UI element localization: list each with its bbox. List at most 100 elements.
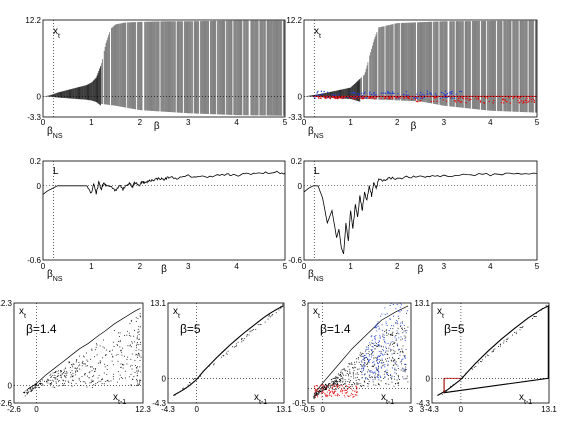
- series-red-point: [331, 384, 333, 386]
- return-map-point: [333, 381, 335, 383]
- return-map-curve: [27, 308, 141, 390]
- return-map-point: [116, 344, 118, 346]
- y-tick-label: -3.3: [27, 113, 41, 122]
- series-red-point: [355, 390, 357, 392]
- return-map-point: [395, 333, 397, 335]
- return-map-point: [404, 369, 406, 371]
- series-blue-point: [450, 93, 452, 95]
- return-map-point: [130, 319, 132, 321]
- return-map-point: [61, 373, 63, 375]
- series-blue-point: [399, 354, 401, 356]
- series-blue-point: [387, 342, 389, 344]
- return-map-point: [88, 377, 90, 379]
- series-blue-point: [368, 359, 370, 361]
- return-map-point: [406, 377, 408, 379]
- return-map-point: [136, 338, 138, 340]
- series-blue-point: [361, 92, 363, 94]
- return-map-point: [68, 362, 70, 364]
- series-blue-point: [385, 342, 387, 344]
- series-blue-point: [362, 356, 364, 358]
- return-map-point: [383, 364, 385, 366]
- return-map-point: [95, 343, 97, 345]
- series-red-point: [411, 98, 413, 101]
- return-map-point: [91, 366, 93, 368]
- series-red-point: [421, 97, 423, 99]
- return-map-point: [385, 383, 387, 385]
- series-red-point: [436, 97, 438, 99]
- return-map-point: [354, 366, 356, 368]
- return-map-point: [51, 382, 53, 384]
- x-axis-label: xt-1: [519, 392, 532, 406]
- return-map-point: [371, 376, 373, 378]
- return-map-point: [30, 390, 32, 392]
- return-map-point: [394, 378, 396, 380]
- return-map-point: [275, 309, 277, 311]
- series-red-point: [349, 97, 351, 99]
- return-map-point: [357, 383, 359, 385]
- return-map-point: [27, 391, 29, 393]
- series-red-point: [328, 393, 330, 395]
- return-map-point: [122, 347, 124, 349]
- series-blue-point: [378, 344, 380, 346]
- return-map-point: [124, 370, 126, 372]
- series-red-point: [347, 395, 349, 397]
- return-map-point: [255, 328, 257, 330]
- series-red-point: [445, 100, 448, 102]
- return-map-point: [356, 376, 358, 378]
- return-map-point: [75, 374, 77, 376]
- series-blue-point: [399, 306, 401, 308]
- series-red-point: [488, 100, 490, 103]
- return-map-point: [402, 376, 404, 378]
- return-map-point: [60, 370, 62, 372]
- return-map-point: [355, 373, 357, 375]
- series-blue-point: [382, 350, 384, 352]
- return-map-point: [126, 334, 128, 336]
- series-red-point: [328, 97, 330, 99]
- series-red-point: [368, 96, 370, 99]
- series-blue-point: [445, 96, 448, 98]
- plot-frame: [42, 19, 286, 118]
- return-map-point: [357, 356, 359, 358]
- series-red-point: [337, 394, 339, 396]
- series-red-point: [372, 96, 374, 99]
- x-tick-label: 3: [442, 118, 447, 127]
- plot-frame: [431, 302, 550, 404]
- return-map-point: [86, 359, 88, 361]
- return-map-point: [497, 346, 499, 348]
- return-map-point: [335, 378, 337, 380]
- return-map-point: [68, 381, 70, 383]
- return-map-point: [105, 354, 107, 356]
- return-map-point: [405, 378, 407, 380]
- series-blue-point: [381, 329, 383, 331]
- y-tick-label: -2.6: [0, 399, 13, 408]
- return-map-point: [338, 374, 340, 376]
- return-map-point: [187, 384, 189, 386]
- return-map-point: [51, 379, 53, 381]
- series-blue-point: [398, 333, 400, 335]
- series-blue-point: [416, 97, 418, 100]
- return-map-point: [391, 375, 393, 377]
- return-map-point: [406, 375, 408, 377]
- return-map-panel-2: -4.3 0 13.1 -4.3 0 13.1 xt xt-1 β=5: [150, 299, 292, 414]
- return-map-point: [393, 352, 395, 354]
- series-red-point: [329, 97, 331, 100]
- series-blue-point: [373, 336, 375, 338]
- series-red-point: [469, 98, 471, 101]
- return-map-point: [393, 342, 395, 344]
- series-blue-point: [381, 362, 383, 364]
- return-map-point: [334, 383, 336, 385]
- return-map-point: [506, 340, 508, 342]
- return-map-point: [332, 381, 334, 383]
- return-map-point: [367, 379, 369, 381]
- series-blue-point: [358, 93, 360, 95]
- series-blue-point: [370, 371, 372, 373]
- return-map-point: [372, 365, 374, 367]
- series-red-point: [462, 97, 465, 100]
- return-map-point: [403, 330, 405, 332]
- x-tick-label: 3: [186, 118, 191, 127]
- series-blue-point: [384, 366, 386, 368]
- return-map-point: [376, 374, 378, 376]
- series-red-point: [436, 100, 438, 102]
- return-map-point: [333, 383, 335, 385]
